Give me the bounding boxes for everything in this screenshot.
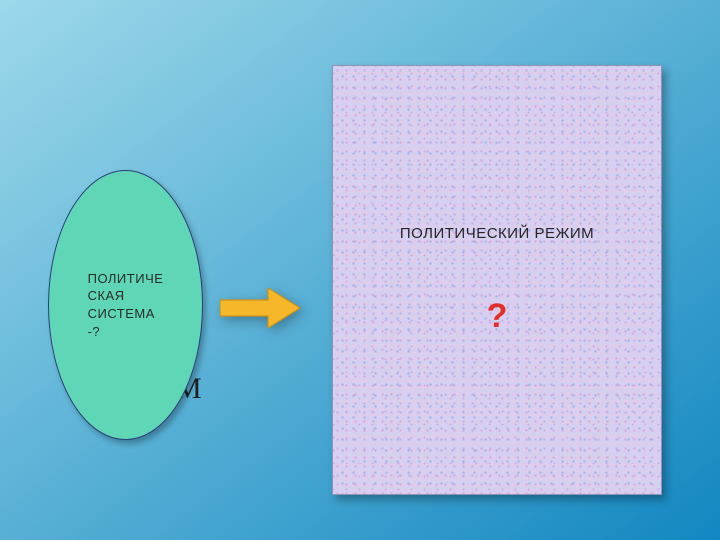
panel-question-mark: ? (487, 297, 508, 336)
slide: IМ ПОЛИТИЧЕ СКАЯ СИСТЕМА -? ПОЛИТИЧЕСКИЙ… (0, 0, 720, 540)
ellipse-label-line3: СИСТЕМА (88, 306, 155, 321)
panel-title: ПОЛИТИЧЕСКИЙ РЕЖИМ (400, 225, 594, 242)
ellipse-label-line4: -? (88, 324, 101, 339)
ellipse-label: ПОЛИТИЧЕ СКАЯ СИСТЕМА -? (74, 270, 178, 340)
ellipse-label-line2: СКАЯ (88, 288, 125, 303)
ellipse-label-line1: ПОЛИТИЧЕ (88, 271, 164, 286)
arrow-right-icon (220, 288, 300, 328)
panel-political-regime: ПОЛИТИЧЕСКИЙ РЕЖИМ ? (332, 65, 662, 495)
ellipse-political-system: ПОЛИТИЧЕ СКАЯ СИСТЕМА -? (48, 170, 203, 440)
